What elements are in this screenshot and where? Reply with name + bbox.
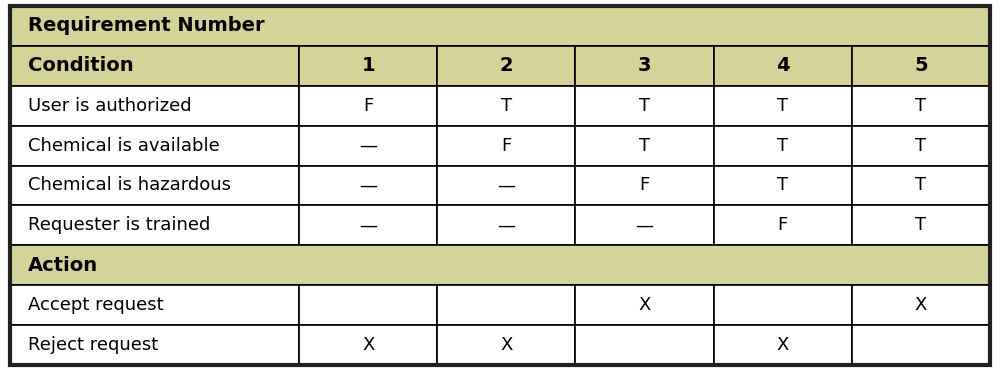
Text: 5: 5: [914, 56, 928, 75]
Text: —: —: [359, 217, 377, 234]
Bar: [10, 206, 299, 246]
Bar: [575, 125, 714, 165]
Text: T: T: [777, 137, 788, 154]
Text: X: X: [362, 336, 374, 354]
Bar: [10, 6, 990, 46]
Text: Requester is trained: Requester is trained: [28, 217, 210, 234]
Bar: [714, 86, 852, 125]
Text: T: T: [915, 96, 926, 115]
Text: Requirement Number: Requirement Number: [28, 16, 265, 35]
Text: X: X: [638, 296, 651, 315]
Text: 2: 2: [500, 56, 513, 75]
Bar: [299, 206, 437, 246]
Text: User is authorized: User is authorized: [28, 96, 192, 115]
Bar: [852, 86, 990, 125]
Bar: [437, 285, 575, 325]
Text: Accept request: Accept request: [28, 296, 164, 315]
Text: —: —: [359, 177, 377, 194]
Bar: [437, 165, 575, 206]
Bar: [714, 165, 852, 206]
Text: Action: Action: [28, 256, 98, 275]
Bar: [10, 165, 299, 206]
Text: X: X: [500, 336, 513, 354]
Bar: [10, 246, 990, 285]
Bar: [299, 285, 437, 325]
Bar: [299, 125, 437, 165]
Text: X: X: [777, 336, 789, 354]
Bar: [10, 325, 299, 365]
Text: T: T: [639, 137, 650, 154]
Text: Condition: Condition: [28, 56, 134, 75]
Bar: [852, 165, 990, 206]
Text: F: F: [639, 177, 650, 194]
Bar: [10, 86, 299, 125]
Text: F: F: [778, 217, 788, 234]
Bar: [10, 46, 299, 86]
Bar: [714, 46, 852, 86]
Bar: [10, 125, 299, 165]
Text: 1: 1: [361, 56, 375, 75]
Text: T: T: [501, 96, 512, 115]
Bar: [852, 285, 990, 325]
Bar: [852, 206, 990, 246]
Text: —: —: [497, 217, 515, 234]
Bar: [437, 206, 575, 246]
Bar: [852, 46, 990, 86]
Text: Reject request: Reject request: [28, 336, 158, 354]
Text: T: T: [915, 217, 926, 234]
Bar: [575, 46, 714, 86]
Text: F: F: [363, 96, 373, 115]
Bar: [575, 165, 714, 206]
Bar: [10, 285, 299, 325]
Bar: [299, 86, 437, 125]
Text: Chemical is hazardous: Chemical is hazardous: [28, 177, 231, 194]
Bar: [714, 125, 852, 165]
Text: T: T: [639, 96, 650, 115]
Text: 4: 4: [776, 56, 790, 75]
Text: T: T: [915, 137, 926, 154]
Bar: [437, 46, 575, 86]
Text: T: T: [777, 96, 788, 115]
Bar: [575, 285, 714, 325]
Bar: [299, 165, 437, 206]
Bar: [299, 325, 437, 365]
Text: T: T: [915, 177, 926, 194]
Bar: [852, 325, 990, 365]
Bar: [575, 206, 714, 246]
Bar: [299, 46, 437, 86]
Bar: [437, 125, 575, 165]
Text: T: T: [777, 177, 788, 194]
Text: —: —: [497, 177, 515, 194]
Bar: [714, 325, 852, 365]
Bar: [852, 125, 990, 165]
Bar: [714, 285, 852, 325]
Bar: [575, 86, 714, 125]
Text: X: X: [915, 296, 927, 315]
Text: —: —: [359, 137, 377, 154]
Bar: [437, 325, 575, 365]
Text: —: —: [636, 217, 654, 234]
Text: 3: 3: [638, 56, 651, 75]
Bar: [575, 325, 714, 365]
Bar: [437, 86, 575, 125]
Bar: [714, 206, 852, 246]
Text: Chemical is available: Chemical is available: [28, 137, 220, 154]
Text: F: F: [501, 137, 511, 154]
